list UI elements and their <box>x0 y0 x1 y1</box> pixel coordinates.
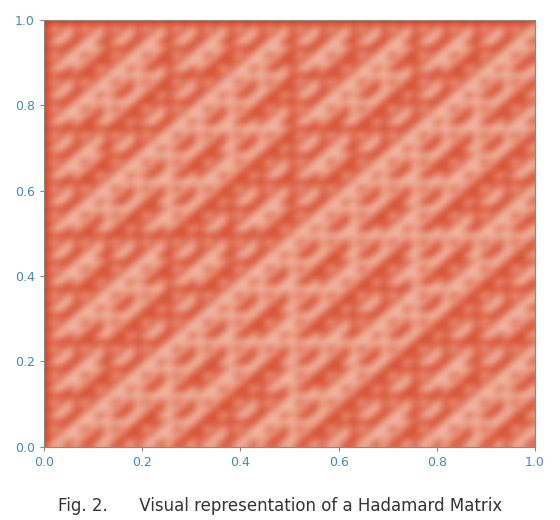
Text: Fig. 2.      Visual representation of a Hadamard Matrix: Fig. 2. Visual representation of a Hadam… <box>58 497 502 515</box>
